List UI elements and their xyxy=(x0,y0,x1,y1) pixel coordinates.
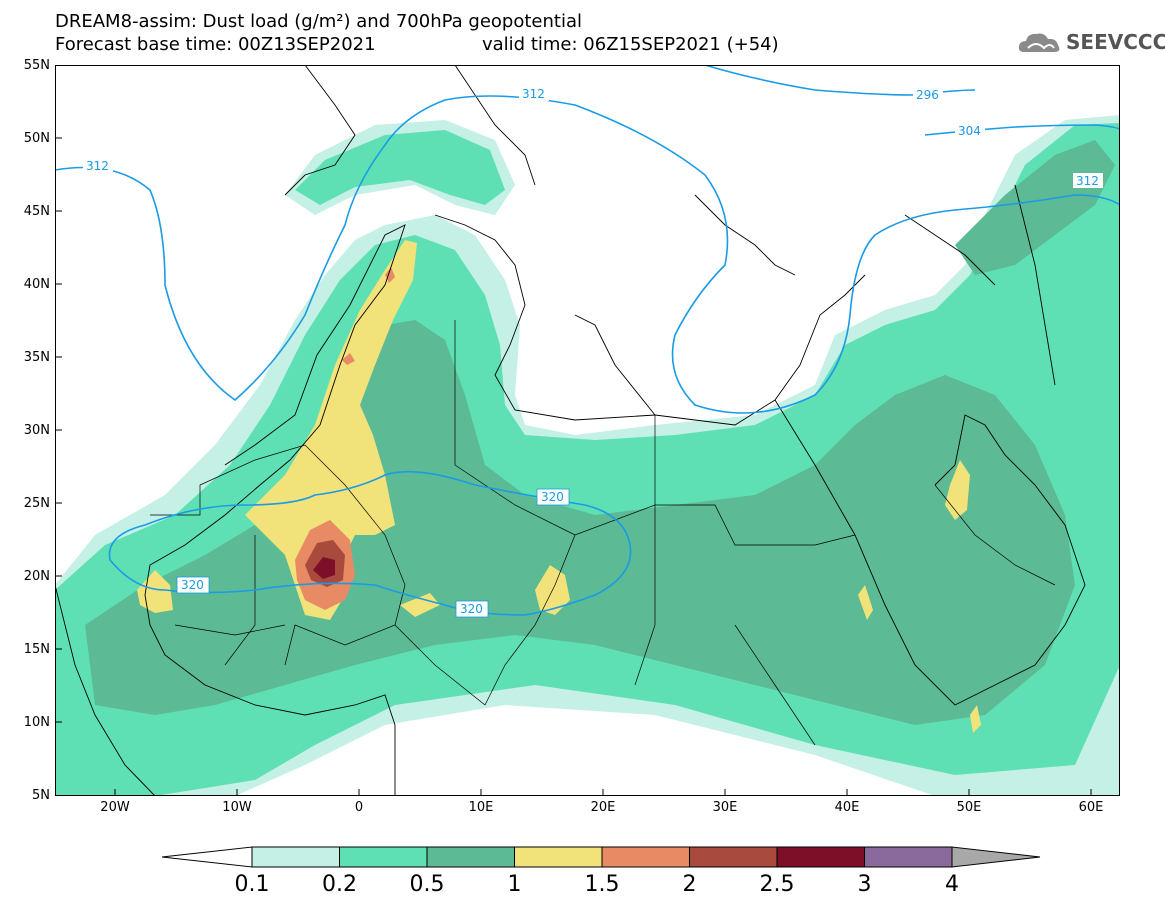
contour-304: 304 xyxy=(958,124,981,138)
contour-296: 296 xyxy=(916,88,939,102)
colorbar-label: 2 xyxy=(682,872,697,897)
contour-320-c: 320 xyxy=(460,602,483,616)
contour-312-west: 312 xyxy=(86,159,109,173)
dust-level-1-redsea xyxy=(858,585,873,620)
colorbar-label: 0.5 xyxy=(409,872,445,897)
colorbar-arrow-high xyxy=(951,846,1041,868)
colorbar-label: 3 xyxy=(857,872,872,897)
dust-level-1-somalia xyxy=(970,705,981,733)
lat-label-15n: 15N xyxy=(23,642,50,657)
lat-label-5n: 5N xyxy=(32,788,50,803)
colorbar-swatch xyxy=(776,846,865,868)
colorbar-label: 0.1 xyxy=(234,872,270,897)
dust-level-0-2-north xyxy=(295,130,505,205)
cloud-icon xyxy=(1018,33,1060,52)
lat-label-25n: 25N xyxy=(23,496,50,511)
contour-320-a: 320 xyxy=(541,490,564,504)
contour-labels: 312 312 296 304 312 320 320 320 xyxy=(83,86,1103,618)
colorbar-swatch xyxy=(339,846,428,868)
lon-label-30e: 30E xyxy=(712,800,738,815)
logo-text: SEEVCCC xyxy=(1066,30,1165,54)
lat-label-55n: 55N xyxy=(23,58,50,73)
lat-label-40n: 40N xyxy=(23,277,50,292)
dust-level-1-5-spot xyxy=(342,353,355,365)
colorbar-swatch xyxy=(426,846,515,868)
lat-label-45n: 45N xyxy=(23,204,50,219)
contour-312-north: 312 xyxy=(522,87,545,101)
lon-label-10w: 10W xyxy=(222,800,252,815)
dust-load-map: 312 312 296 304 312 320 320 320 xyxy=(55,65,1120,796)
contour-320-b: 320 xyxy=(181,578,204,592)
colorbar-label: 4 xyxy=(945,872,959,897)
axis-ticks xyxy=(55,65,1092,796)
dust-level-2-5 xyxy=(313,557,335,579)
geopotential-contours xyxy=(55,65,1120,616)
dust-level-1-5-spain xyxy=(385,267,395,283)
seevccc-logo xyxy=(1018,33,1060,52)
colorbar-label: 2.5 xyxy=(759,872,795,897)
valid-time: valid time: 06Z15SEP2021 (+54) xyxy=(482,34,779,55)
lon-label-60e: 60E xyxy=(1078,800,1104,815)
colorbar xyxy=(161,846,1041,868)
colorbar-swatch xyxy=(689,846,778,868)
lat-label-30n: 30N xyxy=(23,423,50,438)
colorbar-label: 1.5 xyxy=(584,872,620,897)
colorbar-label: 0.2 xyxy=(322,872,357,897)
dust-level-1-niger xyxy=(400,593,440,617)
coastlines xyxy=(55,65,1086,796)
lon-label-10e: 10E xyxy=(468,800,494,815)
lon-label-20w: 20W xyxy=(100,800,130,815)
lat-label-35n: 35N xyxy=(23,350,50,365)
contour-312-east: 312 xyxy=(1076,174,1099,188)
colorbar-arrow-low xyxy=(161,846,253,868)
country-borders xyxy=(150,320,1056,746)
colorbar-swatch xyxy=(251,846,340,868)
colorbar-label: 1 xyxy=(507,872,522,897)
dust-level-1 xyxy=(245,240,417,620)
map-title: DREAM8-assim: Dust load (g/m²) and 700hP… xyxy=(55,11,582,32)
lat-label-20n: 20N xyxy=(23,569,50,584)
colorbar-swatch xyxy=(864,846,953,868)
colorbar-swatch xyxy=(514,846,603,868)
lon-label-40e: 40E xyxy=(834,800,860,815)
colorbar-swatch xyxy=(601,846,690,868)
forecast-base-time: Forecast base time: 00Z13SEP2021 xyxy=(55,34,376,55)
lon-label-20e: 20E xyxy=(590,800,616,815)
lat-label-10n: 10N xyxy=(23,715,50,730)
lon-label-0: 0 xyxy=(354,800,364,815)
lat-label-50n: 50N xyxy=(23,131,50,146)
lon-label-50e: 50E xyxy=(956,800,982,815)
